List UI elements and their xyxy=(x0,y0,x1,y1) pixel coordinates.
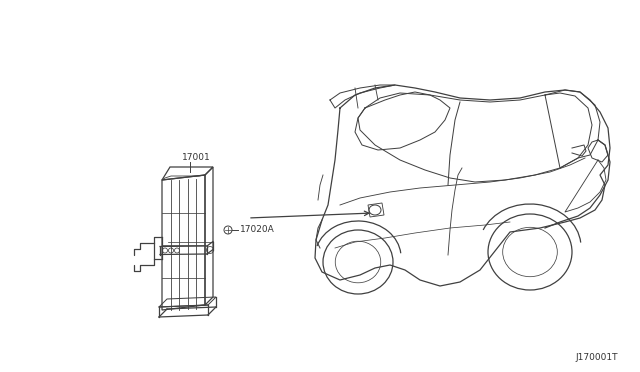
Text: 17020A: 17020A xyxy=(240,225,275,234)
Text: 17001: 17001 xyxy=(182,153,211,162)
Text: J170001T: J170001T xyxy=(575,353,618,362)
